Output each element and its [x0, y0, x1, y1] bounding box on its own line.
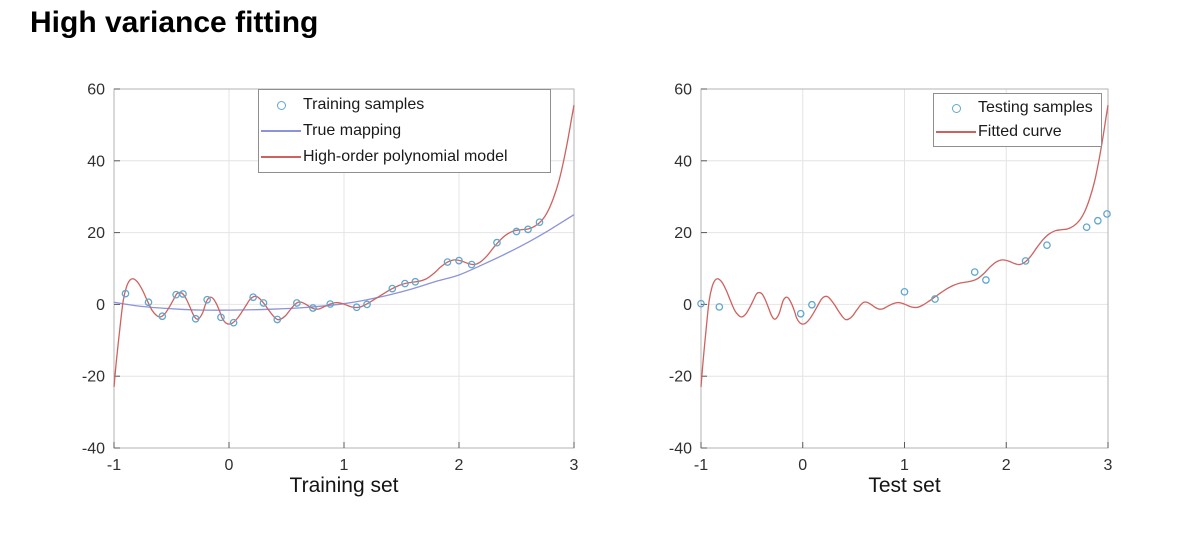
test-chart-plot: -1 0 1 2 3 -40 -20 0 20 40 60: [669, 82, 1113, 475]
y-tick-label: 40: [674, 153, 692, 170]
y-tick-label: 60: [674, 82, 692, 99]
y-tick-label: 0: [96, 297, 105, 314]
training-samples-marker-icon: [276, 100, 286, 110]
training-samples-marker: [229, 318, 238, 327]
testing-samples-marker: [808, 300, 816, 309]
training-samples-marker: [411, 277, 420, 286]
testing-samples-marker: [697, 299, 705, 308]
training-samples-marker: [179, 290, 187, 298]
x-tick-label: 3: [570, 457, 579, 474]
testing-samples-marker-icon: [951, 103, 961, 113]
y-tick-label: 20: [87, 225, 105, 242]
training-chart-legend: Training samples True mapping High-order…: [258, 89, 551, 173]
legend-item-testing-samples: Testing samples: [934, 96, 1101, 120]
training-samples-marker: [259, 299, 268, 307]
training-samples-marker: [363, 300, 371, 309]
training-samples-marker: [203, 295, 211, 304]
x-tick-label: 2: [455, 457, 464, 474]
training-samples-marker: [309, 304, 317, 312]
x-tick-label: 1: [340, 457, 349, 474]
testing-samples-marker: [982, 276, 990, 284]
legend-item-high-order-model: High-order polynomial model: [259, 144, 550, 170]
testing-samples-marker: [715, 303, 724, 311]
legend-item-fitted-curve: Fitted curve: [934, 120, 1101, 144]
training-samples-marker: [524, 225, 532, 234]
legend-swatch: [259, 130, 303, 132]
training-samples-marker: [535, 218, 544, 227]
training-samples-marker: [191, 314, 200, 323]
training-samples-marker: [455, 256, 463, 265]
training-samples-marker: [293, 299, 301, 307]
x-tick-label: 0: [798, 457, 807, 474]
training-samples-marker: [158, 312, 167, 321]
y-tick-label: -40: [82, 441, 105, 458]
y-tick-label: 40: [87, 153, 105, 170]
testing-samples-marker: [970, 268, 979, 276]
training-samples-marker: [121, 289, 130, 298]
training-samples-marker: [249, 293, 257, 302]
testing-samples-marker: [931, 295, 939, 303]
legend-swatch: [934, 103, 978, 113]
testing-samples-marker: [1043, 241, 1051, 250]
training-samples-marker: [273, 315, 282, 324]
test-chart-legend: Testing samples Fitted curve: [933, 93, 1102, 147]
y-tick-label: 0: [683, 297, 692, 314]
fitted-curve-path: [700, 105, 1109, 388]
legend-item-true-mapping: True mapping: [259, 118, 550, 144]
fitted-line-icon: [261, 156, 301, 158]
legend-swatch: [934, 131, 978, 133]
training-samples-marker: [493, 238, 501, 247]
test-chart-xlabel: Test set: [868, 474, 941, 497]
training-samples-marker: [352, 303, 361, 312]
x-tick-label: -1: [694, 457, 708, 474]
training-chart-plot: -1 0 1 2 3 -40 -20 0 20 40 60: [82, 82, 579, 475]
training-samples-marker: [388, 284, 397, 293]
legend-label: True mapping: [303, 122, 402, 139]
testing-samples-marker: [796, 309, 805, 318]
testing-samples-marker: [1103, 210, 1111, 218]
y-tick-label: -20: [669, 369, 692, 386]
training-samples-marker: [144, 298, 153, 307]
y-tick-label: -20: [82, 369, 105, 386]
legend-label: High-order polynomial model: [303, 148, 508, 165]
fitted-curve-path: [113, 105, 575, 388]
legend-swatch: [259, 100, 303, 110]
testing-samples-marker: [900, 287, 909, 296]
x-tick-label: 2: [1002, 457, 1011, 474]
true-mapping-line-icon: [261, 130, 301, 132]
legend-label: Fitted curve: [978, 123, 1062, 140]
training-samples-marker: [467, 260, 476, 269]
testing-samples-marker: [1082, 223, 1091, 232]
x-tick-label: 1: [900, 457, 909, 474]
y-tick-label: -40: [669, 441, 692, 458]
legend-swatch: [259, 156, 303, 158]
y-tick-label: 20: [674, 225, 692, 242]
training-samples-marker: [401, 279, 409, 288]
training-samples-marker: [217, 313, 225, 322]
training-samples-marker: [326, 300, 335, 308]
legend-label: Training samples: [303, 96, 425, 113]
x-tick-label: -1: [107, 457, 121, 474]
legend-item-training-samples: Training samples: [259, 92, 550, 118]
training-samples-marker: [512, 227, 521, 236]
training-chart-xlabel: Training set: [289, 474, 399, 497]
x-tick-label: 0: [225, 457, 234, 474]
fitted-curve-line-icon: [936, 131, 976, 133]
testing-samples-marker: [1093, 216, 1102, 225]
x-tick-label: 3: [1104, 457, 1113, 474]
page-title: High variance fitting: [30, 6, 319, 39]
y-tick-label: 60: [87, 82, 105, 99]
training-samples-marker: [443, 258, 452, 266]
testing-samples-marker: [1021, 257, 1030, 265]
legend-label: Testing samples: [978, 99, 1093, 116]
